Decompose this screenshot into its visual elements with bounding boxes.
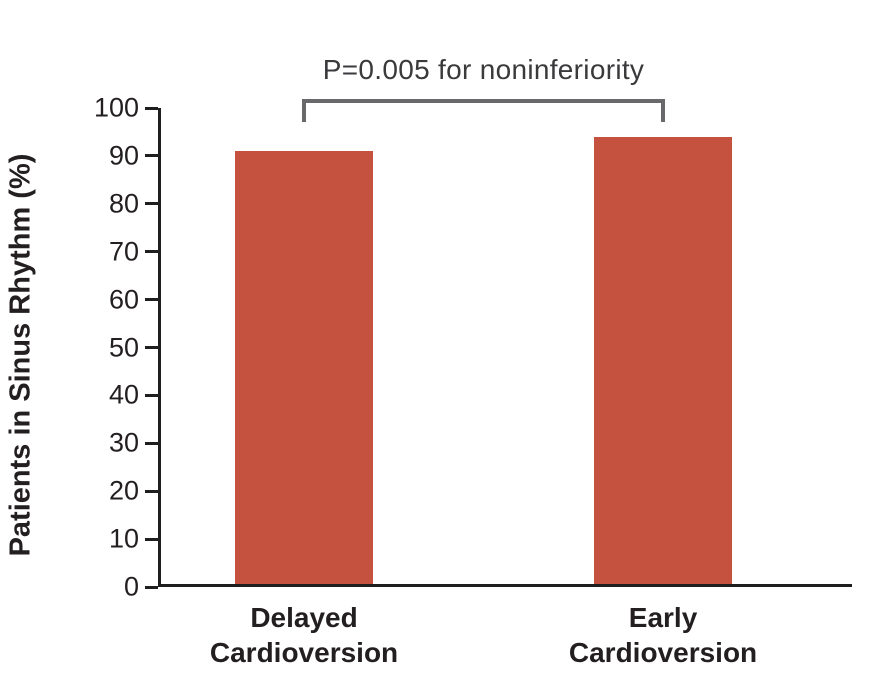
y-tick-mark [145, 106, 158, 110]
y-tick-mark [145, 537, 158, 541]
x-category-label: Early Cardioversion [568, 602, 758, 668]
y-tick-label: 50 [108, 332, 139, 362]
x-axis-labels: Delayed Cardioversion Early Cardioversion [158, 587, 852, 687]
bar-delayed-cardioversion [235, 151, 374, 587]
plot-area: 0 10 20 30 40 50 60 70 80 90 100 [94, 94, 852, 600]
y-tick-mark [145, 154, 158, 158]
x-axis-line [158, 584, 852, 587]
y-tick-mark [145, 250, 158, 254]
x-category-label: Delayed Cardioversion [209, 602, 399, 668]
p-value-annotation: P=0.005 for noninferiority [322, 54, 645, 85]
y-tick-mark [145, 489, 158, 493]
y-tick-label: 10 [108, 523, 139, 554]
y-tick-label: 90 [108, 140, 139, 171]
y-tick-mark [145, 202, 158, 206]
y-tick-mark [145, 585, 158, 589]
y-axis-line [158, 108, 161, 587]
y-tick-mark [145, 298, 158, 302]
y-tick-label: 100 [93, 92, 139, 123]
y-tick-label: 70 [108, 236, 139, 267]
y-tick-mark [145, 441, 158, 445]
bar-early-cardioversion [594, 136, 733, 587]
y-tick-label: 80 [108, 188, 139, 219]
y-tick-label: 20 [108, 475, 139, 506]
y-axis-title: Patients in Sinus Rhythm (%) [4, 153, 37, 557]
y-tick-label: 40 [108, 379, 139, 410]
comparison-bracket [302, 99, 665, 122]
y-tick-mark [145, 346, 158, 349]
y-tick-label: 0 [123, 571, 139, 602]
y-tick-mark [145, 393, 158, 397]
y-tick-label: 30 [108, 427, 139, 458]
y-tick-label: 60 [108, 284, 139, 315]
